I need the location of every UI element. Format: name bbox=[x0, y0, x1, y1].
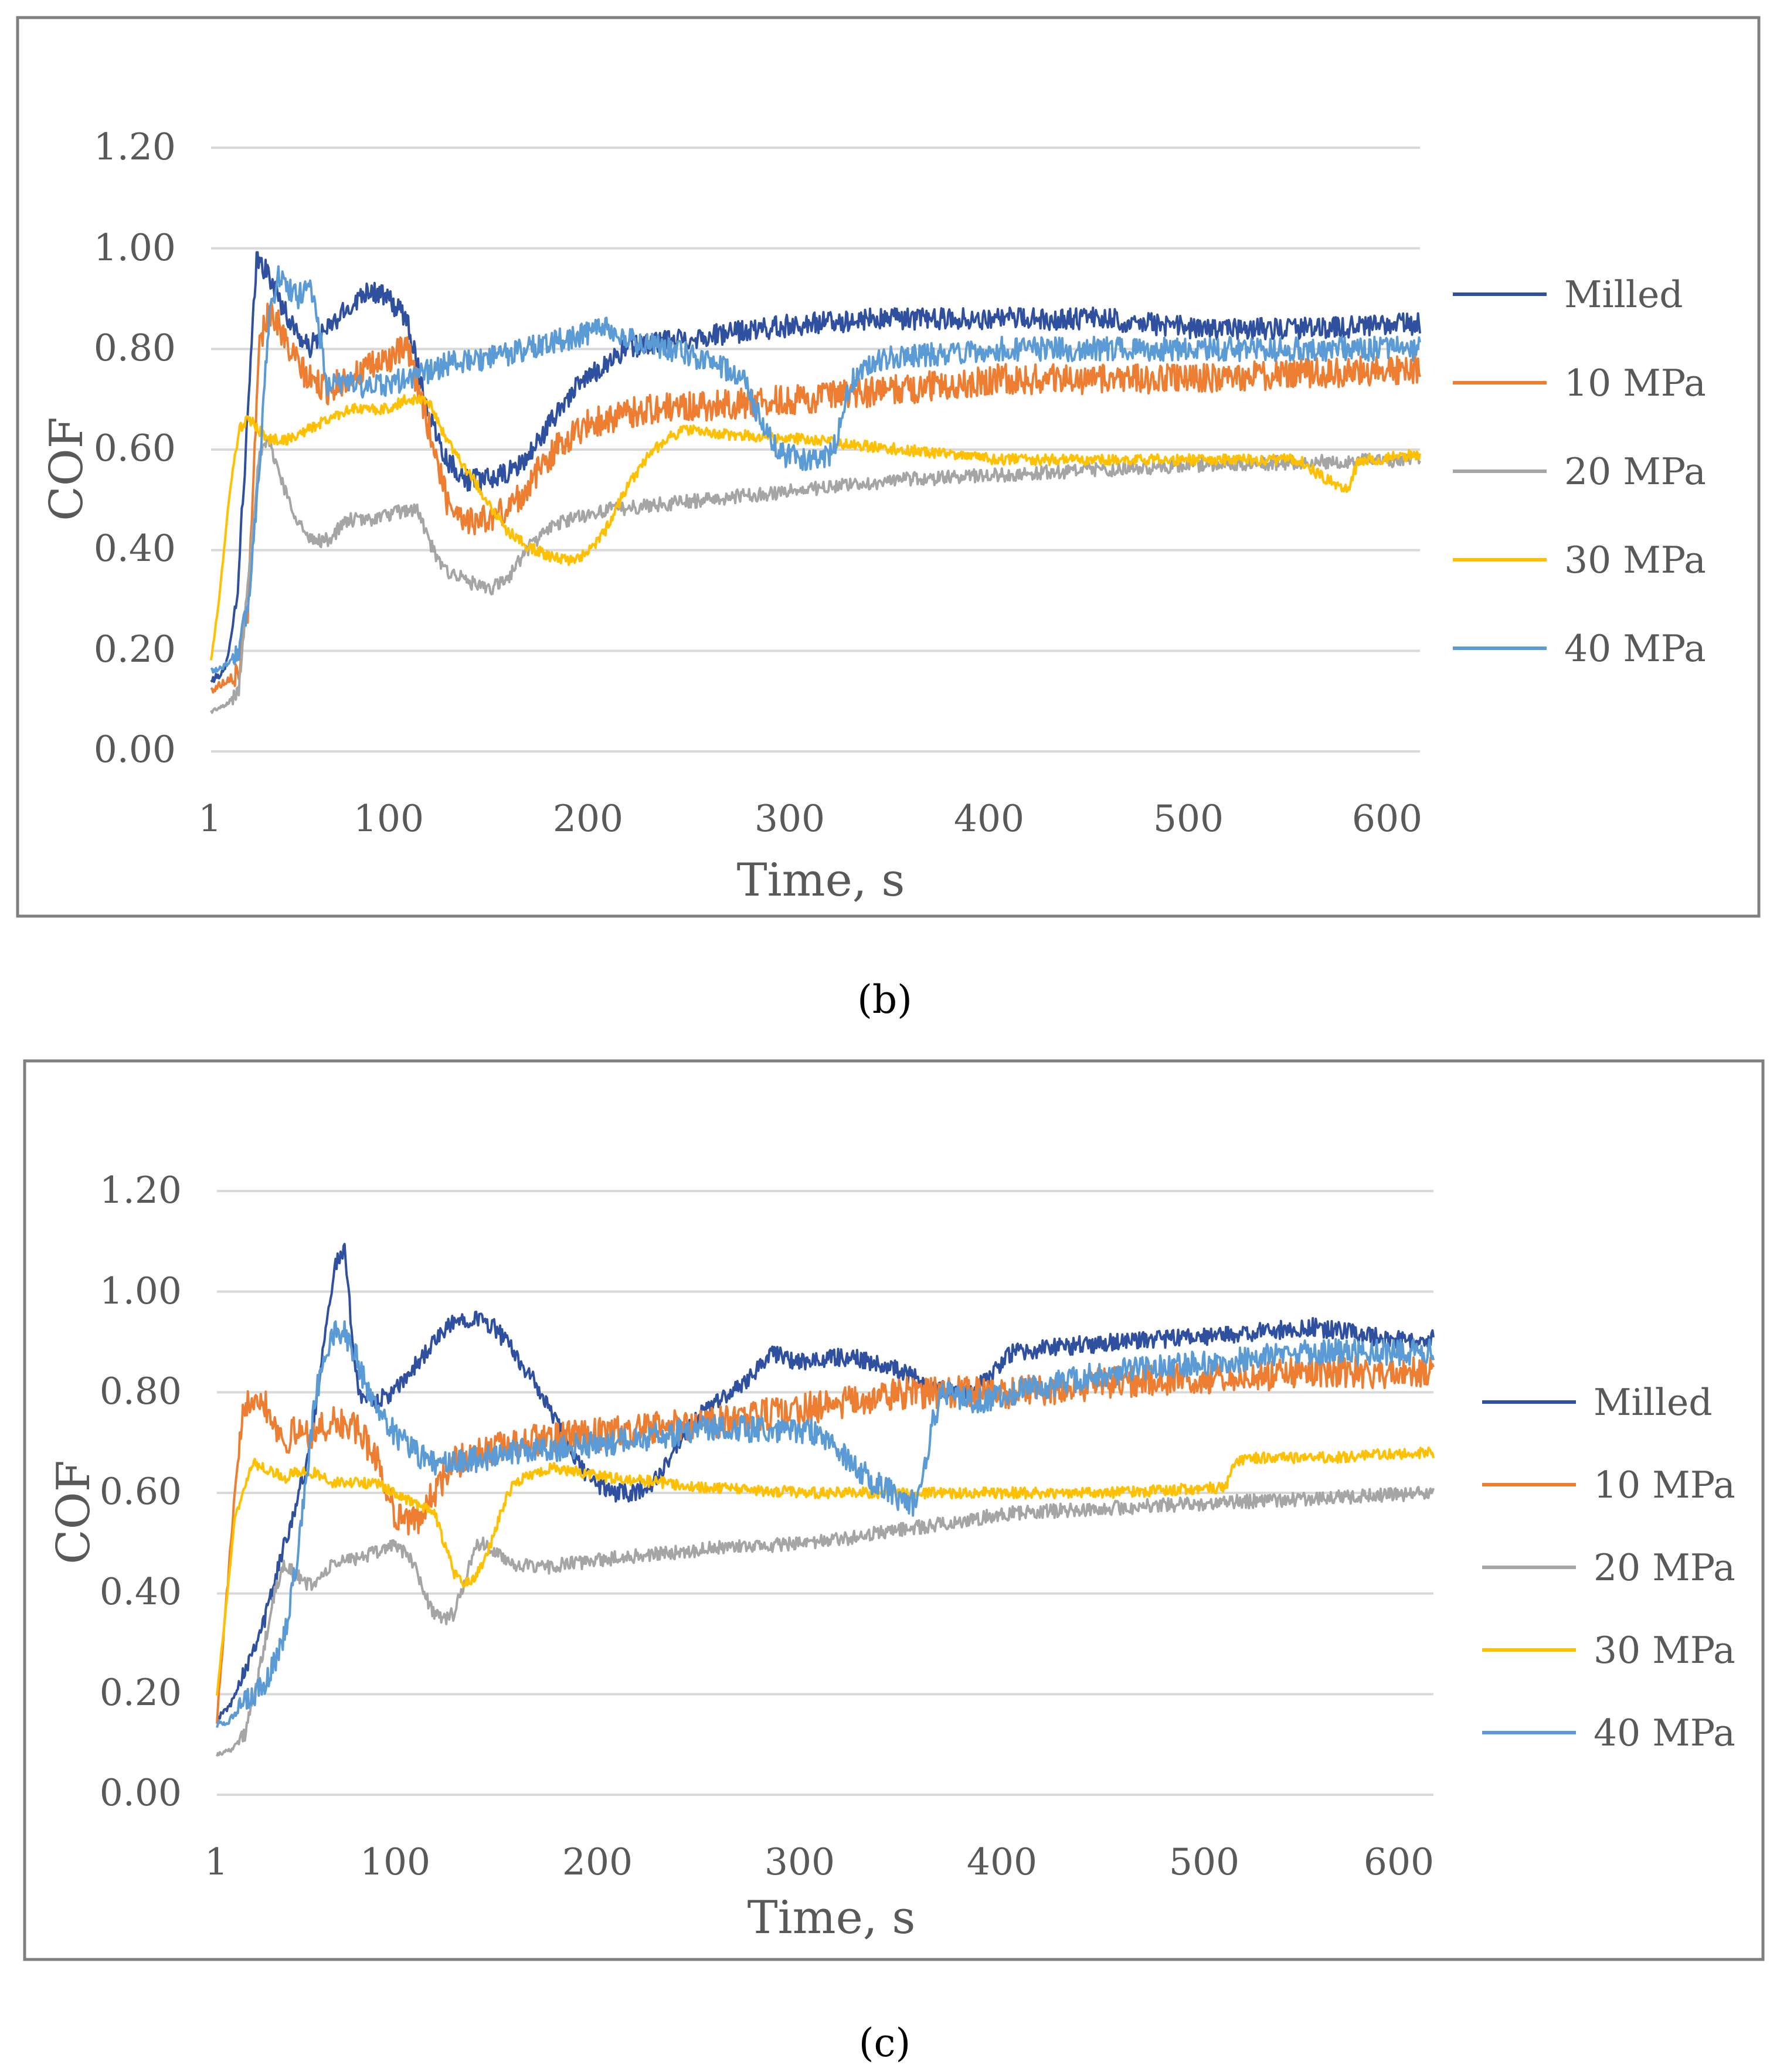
figure-caption-c: (c) bbox=[859, 2020, 911, 2066]
series-line-40-mpa bbox=[216, 1320, 1435, 1728]
x-tick-label: 500 bbox=[1169, 1840, 1239, 1883]
x-tick-label: 400 bbox=[967, 1840, 1037, 1883]
x-tick-label: 200 bbox=[553, 797, 623, 840]
y-tick-label: 0.60 bbox=[100, 1470, 182, 1513]
legend-item: 40 MPa bbox=[1453, 627, 1706, 670]
legend: Milled 10 MPa 20 MPa 30 MPa 40 MPa bbox=[1453, 273, 1706, 670]
series-line-milled bbox=[216, 1243, 1435, 1723]
x-tick-label: 600 bbox=[1352, 797, 1422, 840]
x-tick-label: 300 bbox=[755, 797, 825, 840]
y-tick-label: 0.00 bbox=[100, 1771, 182, 1814]
series-layer bbox=[216, 1243, 1435, 1757]
x-tick-label: 500 bbox=[1153, 797, 1224, 840]
y-tick-label: 1.00 bbox=[94, 226, 176, 269]
legend-label: 10 MPa bbox=[1564, 362, 1706, 404]
y-axis-title: COF bbox=[47, 1460, 100, 1564]
legend-label: Milled bbox=[1594, 1381, 1713, 1424]
legend-item: 40 MPa bbox=[1482, 1712, 1735, 1754]
y-tick-label: 0.40 bbox=[100, 1570, 182, 1613]
legend: Milled 10 MPa 20 MPa 30 MPa 40 MPa bbox=[1482, 1381, 1735, 1754]
x-tick-label: 400 bbox=[954, 797, 1024, 840]
x-tick-label: 1 bbox=[205, 1840, 228, 1883]
x-tick-label: 200 bbox=[562, 1840, 633, 1883]
legend-item: 30 MPa bbox=[1482, 1629, 1735, 1672]
series-line-20-mpa bbox=[210, 437, 1421, 714]
series-line-40-mpa bbox=[210, 265, 1421, 674]
y-tick-label: 1.00 bbox=[100, 1270, 182, 1312]
series-line-30-mpa bbox=[216, 1446, 1435, 1696]
chart-frame bbox=[16, 16, 1761, 918]
y-tick-label: 0.40 bbox=[94, 527, 176, 570]
x-axis-title: Time, s bbox=[737, 854, 905, 907]
legend-label: 20 MPa bbox=[1564, 450, 1706, 493]
series-line-20-mpa bbox=[216, 1486, 1435, 1757]
legend-label: 10 MPa bbox=[1594, 1464, 1735, 1506]
chart-panel-c: 1.20 1.00 0.80 0.60 0.40 0.20 0.00 1 100… bbox=[23, 1059, 1765, 1961]
x-tick-label: 300 bbox=[765, 1840, 835, 1883]
legend-item: Milled bbox=[1453, 273, 1683, 316]
y-axis-title: COF bbox=[40, 417, 93, 521]
series-line-10-mpa bbox=[216, 1355, 1435, 1724]
y-tick-label: 0.80 bbox=[100, 1370, 182, 1413]
series-line-30-mpa bbox=[210, 394, 1421, 661]
y-tick-label: 0.20 bbox=[100, 1671, 182, 1714]
legend-item: 30 MPa bbox=[1453, 539, 1706, 581]
x-tick-label: 100 bbox=[360, 1840, 430, 1883]
x-tick-label: 100 bbox=[354, 797, 424, 840]
series-line-milled bbox=[210, 251, 1421, 683]
x-tick-label: 600 bbox=[1364, 1840, 1434, 1883]
legend-label: 20 MPa bbox=[1594, 1546, 1735, 1589]
legend-label: 40 MPa bbox=[1564, 627, 1706, 670]
x-tick-labels: 1 100 200 300 400 500 600 bbox=[205, 1840, 1434, 1883]
y-tick-label: 0.80 bbox=[94, 326, 176, 369]
series-line-10-mpa bbox=[210, 300, 1421, 694]
legend-label: 40 MPa bbox=[1594, 1712, 1735, 1754]
x-tick-labels: 1 100 200 300 400 500 600 bbox=[198, 797, 1422, 840]
y-tick-labels: 1.20 1.00 0.80 0.60 0.40 0.20 0.00 bbox=[100, 1169, 182, 1814]
x-tick-label: 1 bbox=[198, 797, 222, 840]
chart-panel-b: 1.20 1.00 0.80 0.60 0.40 0.20 0.00 1 100… bbox=[16, 16, 1761, 918]
legend-item: Milled bbox=[1482, 1381, 1713, 1424]
legend-label: Milled bbox=[1564, 273, 1683, 316]
y-tick-label: 0.60 bbox=[94, 427, 176, 469]
legend-item: 20 MPa bbox=[1453, 450, 1706, 493]
figure-caption-b: (b) bbox=[857, 977, 912, 1022]
chart-frame bbox=[23, 1059, 1765, 1961]
y-tick-labels: 1.20 1.00 0.80 0.60 0.40 0.20 0.00 bbox=[94, 125, 176, 771]
y-tick-label: 0.20 bbox=[94, 628, 176, 671]
legend-item: 10 MPa bbox=[1453, 362, 1706, 404]
legend-label: 30 MPa bbox=[1564, 539, 1706, 581]
y-tick-label: 1.20 bbox=[100, 1169, 182, 1212]
x-axis-title: Time, s bbox=[748, 1891, 916, 1944]
y-tick-label: 1.20 bbox=[94, 125, 176, 168]
legend-item: 10 MPa bbox=[1482, 1464, 1735, 1506]
y-tick-label: 0.00 bbox=[94, 728, 176, 771]
series-layer bbox=[210, 251, 1421, 714]
legend-item: 20 MPa bbox=[1482, 1546, 1735, 1589]
legend-label: 30 MPa bbox=[1594, 1629, 1735, 1672]
